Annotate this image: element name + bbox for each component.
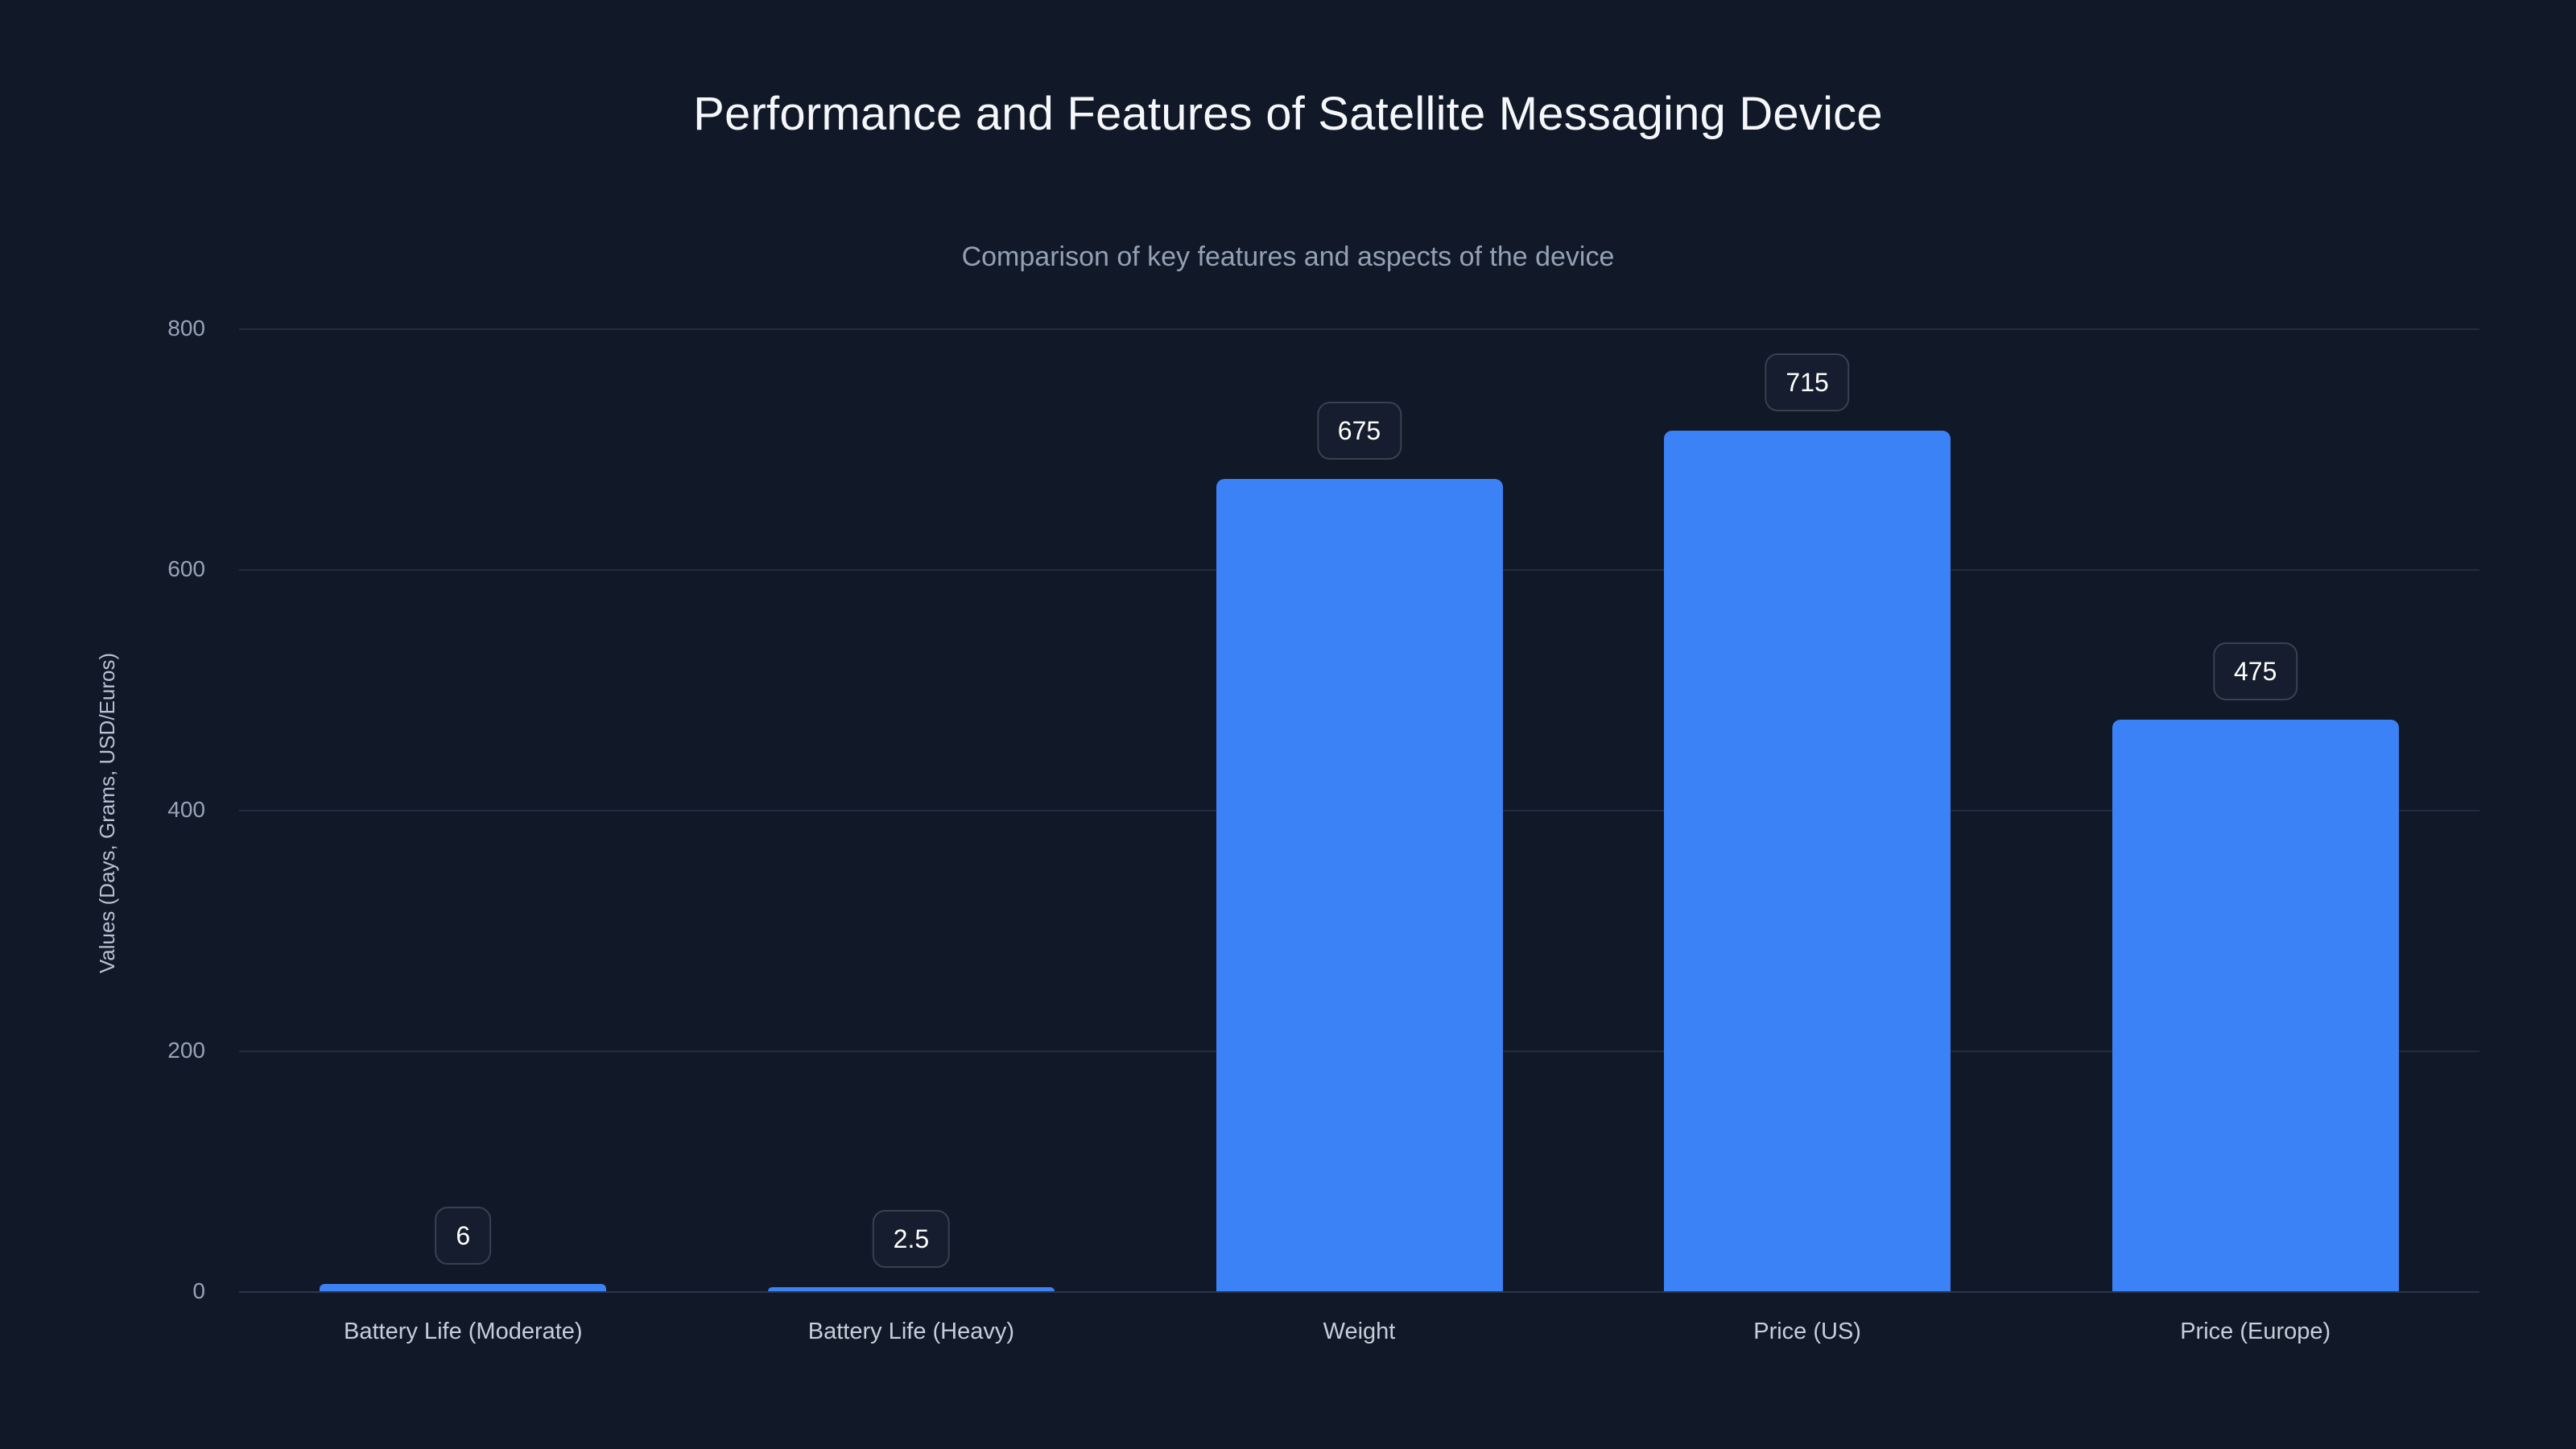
gridline [239, 1291, 2479, 1293]
bar-value-label: 675 [1316, 401, 1402, 460]
bar[interactable] [2112, 719, 2399, 1291]
x-axis-category-label: Battery Life (Heavy) [807, 1319, 1015, 1344]
plot-area [239, 328, 2479, 1293]
x-axis-category-label: Price (Europe) [2180, 1319, 2331, 1344]
bar-value-label: 2.5 [872, 1210, 951, 1268]
y-axis-tick-label: 0 [192, 1278, 205, 1303]
y-axis-tick-label: 600 [167, 556, 205, 581]
bar-value-label: 6 [435, 1207, 492, 1265]
chart-subtitle: Comparison of key features and aspects o… [961, 242, 1615, 272]
bar[interactable] [1664, 431, 1951, 1291]
bar[interactable] [767, 1287, 1055, 1291]
x-axis-category-label: Weight [1323, 1319, 1396, 1344]
gridline [239, 328, 2479, 330]
x-axis-category-label: Battery Life (Moderate) [344, 1319, 583, 1344]
bar-value-label: 475 [2212, 642, 2298, 700]
bar[interactable] [320, 1284, 607, 1291]
bar-value-label: 715 [1765, 353, 1850, 412]
y-axis-tick-label: 400 [167, 797, 205, 822]
x-axis-category-label: Price (US) [1753, 1319, 1861, 1344]
y-axis-tick-label: 200 [167, 1038, 205, 1063]
bar[interactable] [1216, 478, 1503, 1291]
chart-title: Performance and Features of Satellite Me… [693, 88, 1883, 140]
y-axis-tick-label: 800 [167, 316, 205, 341]
